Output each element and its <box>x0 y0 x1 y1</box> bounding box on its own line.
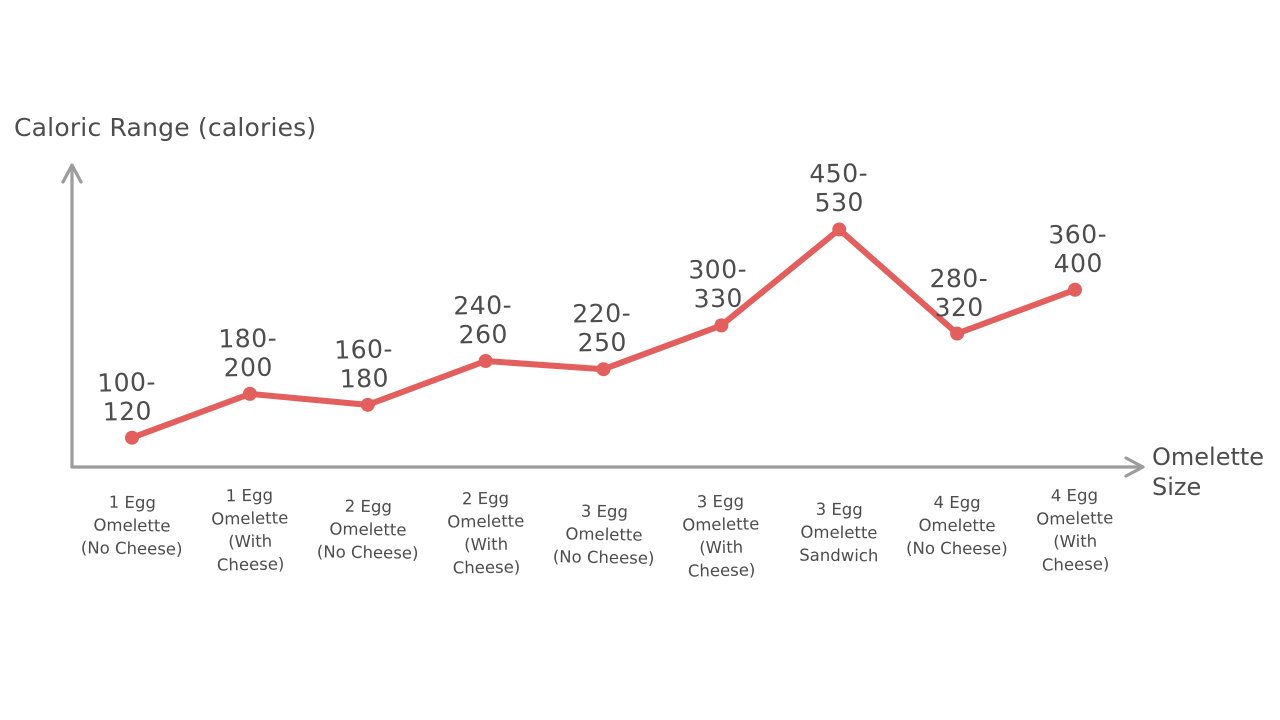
y-axis-arrowhead-icon <box>61 163 83 184</box>
x-tick-label: 4 Egg Omelette (With Cheese) <box>1036 485 1114 575</box>
data-point <box>1068 282 1082 297</box>
x-axis-arrowhead-icon <box>1124 456 1145 478</box>
data-point <box>478 354 493 368</box>
data-point <box>125 430 139 445</box>
y-axis-title: Caloric Range (calories) <box>14 113 317 142</box>
value-label: 360- 400 <box>1048 219 1108 279</box>
data-point <box>596 362 611 377</box>
value-label: 300- 330 <box>688 254 748 314</box>
x-axis-title: Omelette Size <box>1152 443 1265 501</box>
value-label: 450- 530 <box>809 158 869 218</box>
data-point <box>242 386 257 401</box>
data-point <box>832 222 847 237</box>
data-point <box>714 318 729 333</box>
data-point <box>950 326 965 341</box>
data-point <box>360 397 375 412</box>
